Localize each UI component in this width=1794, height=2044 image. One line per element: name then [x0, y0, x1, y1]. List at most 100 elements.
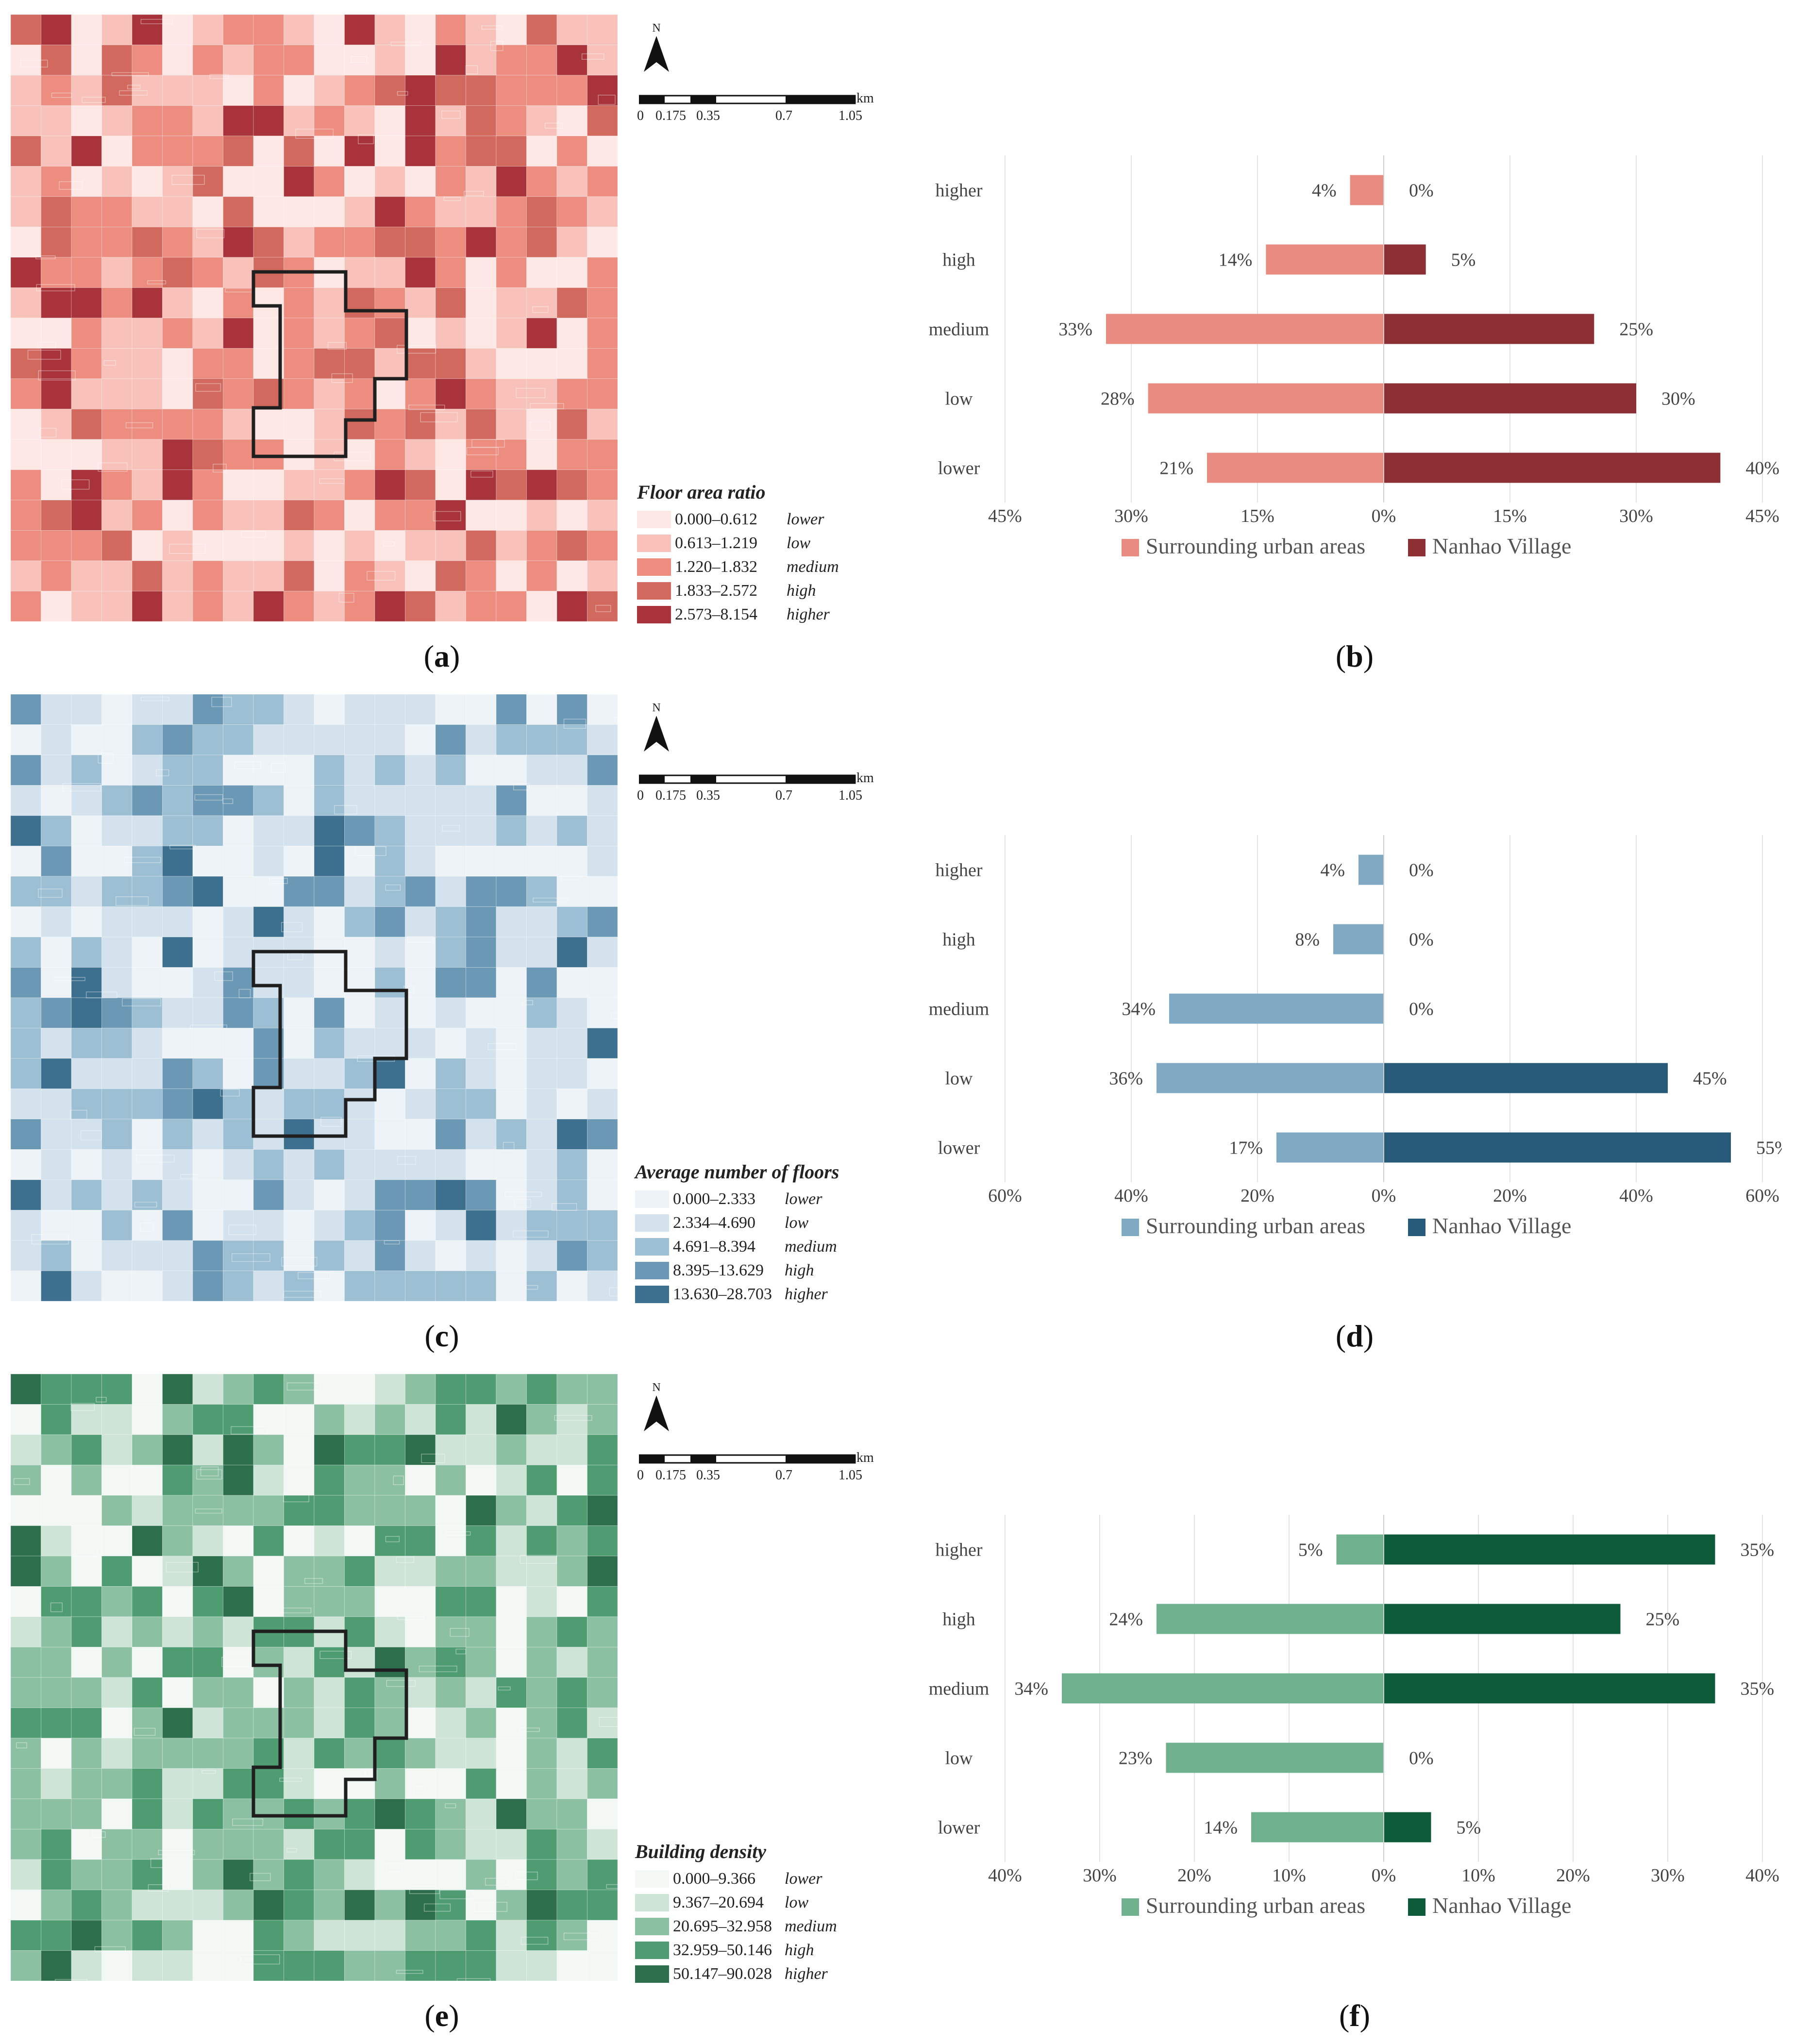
map-cell — [101, 1434, 133, 1465]
map-cell — [253, 1920, 284, 1951]
map-cell — [101, 906, 133, 938]
map-cell — [284, 724, 315, 755]
map-cell — [162, 1890, 193, 1921]
x-tick-label: 45% — [1745, 506, 1779, 526]
map-cell — [11, 1179, 41, 1210]
legend-row: 1.833–2.572 high — [637, 579, 839, 603]
legend-swatch-nanhao — [1408, 1219, 1425, 1236]
map-cell — [41, 1890, 72, 1921]
map-cell — [162, 1708, 193, 1739]
map-cell — [374, 166, 405, 197]
map-cell — [223, 75, 254, 106]
map-cell — [374, 815, 405, 846]
map-cell — [526, 1829, 557, 1860]
map-cell — [71, 876, 102, 907]
map-cell — [223, 1616, 254, 1647]
map-cell — [101, 591, 133, 621]
building-outline — [136, 1155, 175, 1163]
map-cell — [466, 1829, 497, 1860]
data-label: 0% — [1409, 181, 1434, 201]
map-cell — [526, 1271, 557, 1301]
building-outline — [222, 798, 234, 804]
map-cell — [344, 287, 375, 318]
building-outline — [37, 888, 63, 898]
map-cell — [41, 1586, 72, 1617]
bar-nanhao — [1384, 244, 1426, 275]
map-cell — [405, 1616, 436, 1647]
x-tick-label: 10% — [1461, 1865, 1495, 1886]
legend-row: 20.695–32.958 medium — [635, 1914, 837, 1938]
map-cell — [162, 1119, 193, 1150]
map-cell — [556, 348, 587, 379]
map-cell — [374, 785, 405, 816]
map-cell — [71, 1179, 102, 1210]
data-label: 4% — [1320, 860, 1345, 881]
map-cell — [556, 378, 587, 409]
map-cell — [526, 1708, 557, 1739]
map-cell — [314, 227, 345, 258]
map-cell — [192, 1434, 223, 1465]
map-cell — [556, 560, 587, 591]
map-cell — [344, 75, 375, 106]
map-cell — [344, 1028, 375, 1059]
legend-title: Building density — [635, 1841, 767, 1862]
map-cell — [253, 1240, 284, 1271]
building-outline — [283, 1290, 322, 1298]
map-cell — [556, 1525, 587, 1557]
scale-tick: 0 — [637, 1468, 644, 1483]
map-cell — [11, 227, 41, 258]
map-cell — [132, 227, 163, 258]
map-cell — [253, 1525, 284, 1557]
map-cell — [284, 1768, 315, 1799]
category-label: higher — [935, 1540, 982, 1560]
map-cell — [526, 1950, 557, 1981]
map-cell — [132, 967, 163, 998]
map-cell — [526, 257, 557, 288]
map-cell — [405, 846, 436, 877]
category-label: higher — [935, 860, 982, 881]
map-cell — [556, 1890, 587, 1921]
map-cell — [314, 287, 345, 318]
map-cell — [223, 1089, 254, 1120]
scale-tick: 0 — [637, 108, 644, 123]
map-cell — [556, 1465, 587, 1496]
building-outline — [599, 1717, 618, 1727]
x-tick-label: 45% — [988, 506, 1022, 526]
map-cell — [192, 694, 223, 725]
legend-class: low — [787, 534, 811, 552]
map-cell — [556, 1119, 587, 1150]
map-cell — [374, 469, 405, 501]
map-cell — [587, 530, 618, 561]
map-cell — [496, 1404, 527, 1435]
map-cell — [587, 1404, 618, 1435]
legend-row: 0.000–0.612 lower — [637, 507, 839, 531]
map-cell — [284, 1798, 315, 1829]
map-cell — [132, 560, 163, 591]
map-cell — [344, 348, 375, 379]
map-cell — [223, 1829, 254, 1860]
map-cell — [71, 1738, 102, 1769]
map-cell — [344, 105, 375, 136]
map-cell — [162, 1404, 193, 1435]
map-cell — [132, 348, 163, 379]
map-cell — [253, 846, 284, 877]
data-label: 35% — [1741, 1540, 1775, 1560]
map-cell — [496, 997, 527, 1028]
map-cell — [526, 1149, 557, 1180]
map-cell — [253, 1768, 284, 1799]
map-cell — [223, 1798, 254, 1829]
map-cell — [526, 694, 557, 725]
map-cell — [132, 1586, 163, 1617]
map-cell — [284, 1434, 315, 1465]
map-cell — [496, 1119, 527, 1150]
building-outline — [498, 1686, 511, 1691]
map-cell — [526, 287, 557, 318]
map-cell — [162, 1920, 193, 1951]
map-cell — [11, 937, 41, 968]
map-cell — [101, 1950, 133, 1981]
map-cell — [405, 1028, 436, 1059]
building-outline — [385, 884, 401, 891]
map-cell — [162, 1149, 193, 1180]
map-cell — [162, 1179, 193, 1210]
map-cell — [344, 1647, 375, 1678]
